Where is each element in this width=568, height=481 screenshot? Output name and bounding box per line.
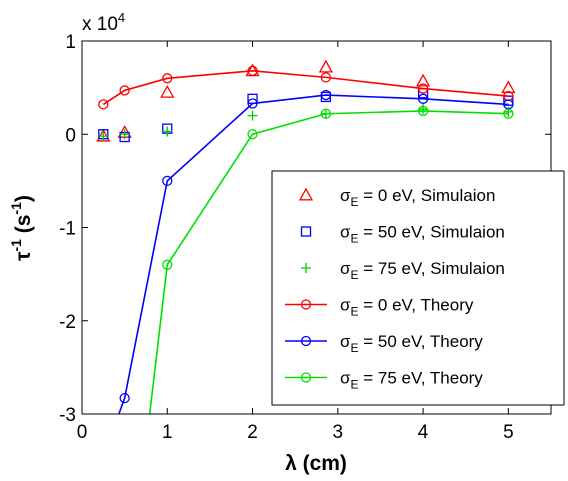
x-tick-label: 2 — [247, 422, 258, 443]
legend-marker — [301, 263, 311, 273]
x-tick-label: 0 — [77, 422, 88, 443]
data-point-th50 — [247, 98, 258, 109]
data-point-th0 — [417, 83, 429, 94]
legend-label: σE = 0 eV, Simulaion — [340, 186, 495, 209]
legend-label: σE = 75 eV, Simulaion — [340, 259, 505, 282]
legend-label: σE = 75 eV, Theory — [340, 369, 483, 392]
data-point-sim75 — [247, 110, 258, 121]
legend-item-sim0: σE = 0 eV, Simulaion — [298, 186, 495, 209]
y-tick-label: 1 — [65, 32, 76, 53]
series-th75 — [148, 105, 514, 414]
x-tick-label: 1 — [162, 422, 173, 443]
data-point-th50 — [119, 392, 130, 404]
data-point-sim75 — [119, 129, 130, 140]
legend-item-th0: σE = 0 eV, Theory — [285, 296, 474, 319]
series-th50 — [118, 89, 514, 414]
data-point-th75 — [320, 108, 332, 119]
legend-label: σE = 0 eV, Theory — [340, 296, 474, 319]
legend-marker — [300, 335, 312, 347]
x-tick-labels: 0 1 2 3 4 5 — [77, 422, 514, 443]
legend-item-sim50: σE = 50 eV, Simulaion — [300, 223, 505, 246]
legend-item-th50: σE = 50 eV, Theory — [285, 332, 483, 355]
series-line-th75 — [148, 110, 509, 414]
data-point-th50 — [417, 93, 429, 104]
y-tick-label: -3 — [59, 405, 76, 426]
x-tick-label: 5 — [503, 422, 514, 443]
series-th0 — [98, 65, 514, 110]
data-point-th0 — [320, 72, 332, 83]
series-line-th50 — [118, 94, 509, 414]
data-point-th75 — [503, 108, 514, 119]
legend-marker — [300, 372, 312, 383]
data-point-th75 — [417, 105, 429, 117]
y-axis-label: τ-1 (s-1) — [8, 195, 35, 261]
data-point-th0 — [119, 85, 130, 96]
legend-item-th75: σE = 75 eV, Theory — [285, 369, 483, 392]
y-tick-labels: -3 -2 -1 0 1 — [59, 32, 76, 426]
data-point-th50 — [320, 89, 332, 101]
x-axis-label: λ (cm) — [285, 452, 347, 475]
legend-label: σE = 50 eV, Simulaion — [340, 223, 505, 246]
data-point-th75 — [162, 259, 173, 270]
legend-box — [271, 170, 565, 406]
x-tick-label: 4 — [418, 422, 429, 443]
data-point-th75 — [247, 129, 258, 140]
data-point-sim0 — [160, 84, 175, 98]
legend-marker — [298, 187, 314, 201]
data-point-sim0 — [415, 73, 431, 87]
data-point-th0 — [98, 99, 109, 110]
data-point-th0 — [162, 73, 173, 84]
data-point-sim0 — [501, 80, 516, 94]
legend-item-sim75: σE = 75 eV, Simulaion — [301, 259, 505, 282]
series-sim75 — [98, 104, 514, 142]
data-point-th50 — [162, 175, 173, 187]
data-point-sim0 — [318, 59, 333, 73]
y-tick-label: -1 — [59, 219, 76, 240]
series-line-th0 — [102, 70, 509, 106]
legend-marker — [300, 226, 312, 237]
legend-label: σE = 50 eV, Theory — [340, 332, 483, 355]
series-layer — [96, 59, 516, 414]
exponent-label: x 104 — [82, 10, 125, 35]
x-tick-label: 3 — [333, 422, 344, 443]
y-tick-label: 0 — [65, 125, 76, 146]
data-point-sim75 — [98, 131, 109, 142]
legend-marker — [300, 299, 312, 310]
data-point-sim50 — [503, 95, 514, 106]
legend: σE = 0 eV, Simulaion σE = 50 eV, Simulaio… — [271, 170, 565, 406]
data-point-sim75 — [162, 126, 173, 137]
data-point-sim75 — [418, 104, 429, 115]
y-tick-label: -2 — [59, 312, 76, 333]
data-point-th0 — [247, 65, 258, 76]
